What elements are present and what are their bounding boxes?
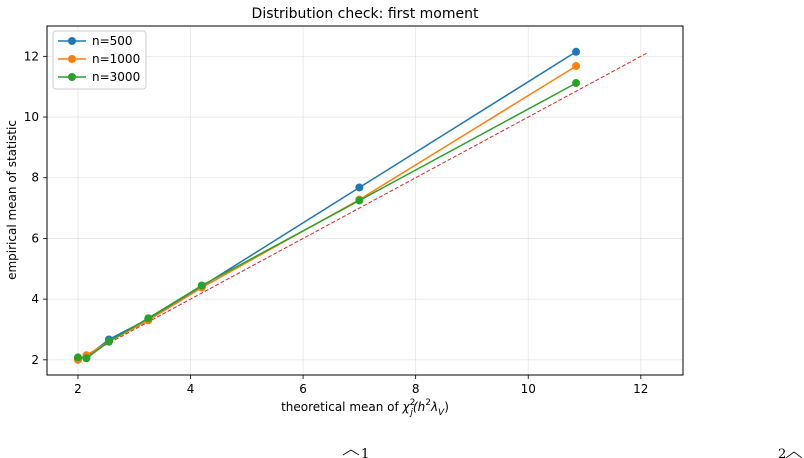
y-axis-ticks: 2 4 6 8 10 12 [24, 49, 47, 367]
x-axis-title-prefix: theoretical mean of [281, 400, 402, 414]
legend-label: n=500 [92, 34, 133, 48]
x-axis-title-h-sup: 2 [425, 398, 431, 408]
x-tick-label: 12 [633, 382, 648, 396]
x-axis-title-chi-sup: 2 [410, 398, 416, 408]
series-n-3000 [73, 79, 581, 363]
x-tick-label: 10 [521, 382, 536, 396]
data-point [104, 337, 113, 346]
x-axis-ticks: 2 4 6 8 10 12 [74, 375, 648, 396]
legend-label: n=1000 [92, 52, 140, 66]
y-tick-label: 12 [24, 49, 39, 63]
data-point [197, 281, 206, 290]
legend-entry: n=3000 [58, 70, 140, 84]
data-point [73, 353, 82, 362]
chart-title: Distribution check: first moment [252, 6, 479, 22]
x-axis-title-chi: χ [402, 400, 411, 414]
data-point [82, 354, 91, 363]
y-tick-label: 4 [31, 292, 39, 306]
data-point [355, 183, 364, 192]
series-group [73, 47, 581, 364]
y-tick-label: 10 [24, 110, 39, 124]
x-axis-title-lambda-sub: V [438, 408, 445, 418]
x-axis-title-chi-sub: j [408, 408, 413, 418]
legend-swatch-marker [68, 55, 76, 63]
legend-swatch-marker [68, 73, 76, 81]
legend-swatch-marker [68, 37, 76, 45]
stray-glyph-left: 1 [361, 447, 369, 458]
y-tick-label: 6 [31, 231, 39, 245]
x-axis-title-lambda: λ [430, 400, 438, 414]
stray-hat-mark-left [342, 449, 360, 456]
legend-items: n=500 n=1000 n=3000 [58, 34, 140, 84]
y-tick-label: 2 [31, 353, 39, 367]
data-point [572, 62, 581, 71]
data-point [572, 47, 581, 56]
stray-glyph-right: 2 [778, 447, 786, 458]
legend-label: n=3000 [92, 70, 140, 84]
legend-entry: n=1000 [58, 52, 140, 66]
y-axis-title: empirical mean of statistic [5, 120, 19, 280]
x-tick-label: 6 [299, 382, 307, 396]
x-axis-title: theoretical mean of χ2 j(h2λV) [281, 398, 449, 418]
legend: n=500 n=1000 n=3000 [52, 30, 147, 90]
data-point [572, 79, 581, 88]
grid [47, 26, 683, 375]
x-tick-label: 8 [412, 382, 420, 396]
data-point [355, 196, 364, 205]
legend-box [52, 30, 147, 90]
stray-hat-mark-right [785, 451, 803, 458]
plot-area-frame [46, 25, 684, 376]
x-axis-title-paren-close: ) [444, 400, 449, 414]
data-point [144, 314, 153, 323]
x-axis-title-paren-open: (h [413, 400, 425, 414]
x-tick-label: 4 [187, 382, 195, 396]
y-tick-label: 8 [31, 171, 39, 185]
x-tick-label: 2 [74, 382, 82, 396]
legend-entry: n=500 [58, 34, 133, 48]
